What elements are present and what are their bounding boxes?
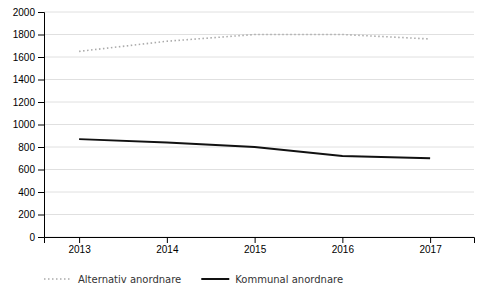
x-tick-mark [167,237,168,243]
grid-line [44,192,474,193]
x-tick-mark [430,237,431,243]
y-tick-label: 1800 [13,29,36,40]
y-tick-label: 400 [18,187,35,198]
y-tick-mark [38,102,44,103]
y-tick: 1800 [13,29,44,40]
legend-label: Alternativ anordnare [78,274,181,285]
legend-swatch [44,278,72,280]
legend-label: Kommunal anordnare [235,274,343,285]
y-tick-mark [38,237,44,238]
y-tick-mark [38,80,44,81]
lines [79,35,430,159]
y-tick: 0 [29,232,44,243]
x-tick: 2015 [244,237,267,255]
grid-line [44,57,474,58]
plot: 2013 2014 2015 2016 2017 0 200 400 600 800 1000 120… [13,7,475,255]
y-tick: 200 [18,209,44,220]
grid-line [44,214,474,215]
y-tick-label: 1400 [13,74,36,85]
x-tick-label: 2015 [244,244,267,255]
grid [44,12,474,237]
y-tick-mark [38,170,44,171]
x-tick: 2016 [332,237,355,255]
grid-line [44,12,474,13]
legend-item: Alternativ anordnare [44,274,181,285]
y-axis: 0 200 400 600 800 1000 1200 1400 1600 1800 2000 [13,7,45,243]
y-tick-mark [38,215,44,216]
y-tick: 2000 [13,7,44,18]
x-tick-label: 2014 [156,244,179,255]
y-tick: 1600 [13,52,44,63]
y-tick-label: 1000 [13,119,36,130]
legend: Alternativ anordnare Kommunal anordnare [44,274,343,285]
series-line [79,139,430,158]
x-tick-mark [79,237,80,243]
x-tick-label: 2017 [419,244,442,255]
y-tick-mark [38,125,44,126]
y-axis-line [38,13,45,238]
y-tick: 1200 [13,97,44,108]
x-tick: 2013 [68,237,91,255]
y-tick-mark [38,192,44,193]
y-tick: 1000 [13,119,44,130]
y-tick-mark [38,12,44,13]
y-tick-label: 0 [29,232,35,243]
y-tick: 800 [18,142,44,153]
legend-item: Kommunal anordnare [201,274,343,285]
grid-line [44,102,474,103]
grid-line [44,79,474,80]
grid-line [44,169,474,170]
x-axis-line [45,238,475,244]
x-tick-label: 2016 [332,244,355,255]
y-tick-label: 800 [18,142,35,153]
y-tick-label: 2000 [13,7,36,18]
y-tick-label: 1200 [13,97,36,108]
y-tick-mark [38,147,44,148]
x-tick-mark [342,237,343,243]
x-tick-label: 2013 [68,244,91,255]
x-tick: 2014 [156,237,179,255]
x-axis: 2013 2014 2015 2016 2017 [45,237,475,255]
x-tick-mark [255,237,256,243]
grid-line [44,124,474,125]
series-line [79,35,430,52]
y-tick-mark [38,35,44,36]
chart: 2013 2014 2015 2016 2017 0 200 400 600 800 1000 120… [0,0,490,293]
y-tick-mark [38,57,44,58]
y-tick-label: 600 [18,164,35,175]
y-tick-label: 1600 [13,52,36,63]
y-tick: 600 [18,164,44,175]
x-tick: 2017 [419,237,442,255]
y-tick: 1400 [13,74,44,85]
y-tick: 400 [18,187,44,198]
y-tick-label: 200 [18,209,35,220]
legend-swatch [201,278,229,280]
